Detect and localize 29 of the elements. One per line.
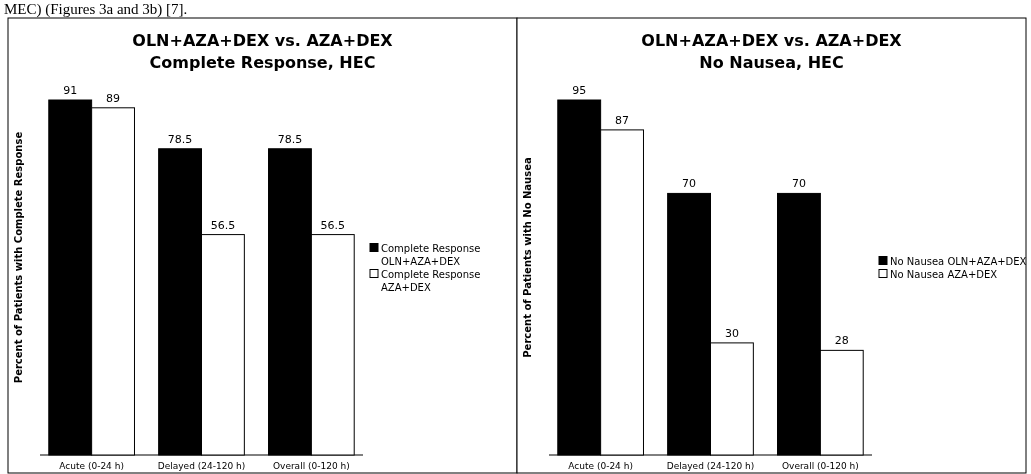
chart-title: OLN+AZA+DEX vs. AZA+DEX — [641, 31, 903, 50]
x-tick-label: Acute (0-24 h) — [568, 461, 633, 471]
legend-label: Complete Response AZA+DEX — [381, 268, 481, 293]
data-label: 91 — [63, 84, 78, 97]
data-label: 87 — [615, 113, 630, 127]
text: MEC) (Figures 3a and 3b) [7]. — [4, 1, 188, 18]
x-tick-label: Overall (0-120 h) — [781, 461, 859, 471]
x-tick-label: Acute (0-24 h) — [59, 461, 124, 471]
legend-label: No Nausea AZA+DEX — [890, 268, 998, 280]
chart-subtitle: Complete Response, HEC — [149, 53, 376, 72]
y-axis-title: Percent of Patients with Complete Response — [13, 131, 24, 384]
data-label: 89 — [106, 91, 121, 105]
data-label: 30 — [724, 326, 739, 340]
data-label: 78.5 — [277, 132, 303, 146]
data-label: 78.5 — [167, 132, 193, 146]
chart-subtitle: No Nausea, HEC — [699, 53, 844, 72]
x-tick-label: Delayed (24-120 h) — [157, 461, 246, 471]
y-axis-title: Percent of Patients with No Nausea — [522, 157, 533, 358]
data-label: 28 — [834, 334, 849, 348]
chart-title: OLN+AZA+DEX vs. AZA+DEX — [132, 31, 394, 50]
x-tick-label: Overall (0-120 h) — [272, 461, 350, 471]
data-label: 95 — [572, 84, 587, 97]
data-label: 70 — [791, 177, 806, 191]
data-label: 56.5 — [320, 218, 346, 232]
data-label: 70 — [682, 177, 697, 191]
legend-label: No Nausea OLN+AZA+DEX — [890, 255, 1027, 267]
data-label: 56.5 — [210, 218, 236, 232]
x-tick-label: Delayed (24-120 h) — [666, 461, 755, 471]
legend-label: Complete Response OLN+AZA+DEX — [381, 242, 481, 267]
